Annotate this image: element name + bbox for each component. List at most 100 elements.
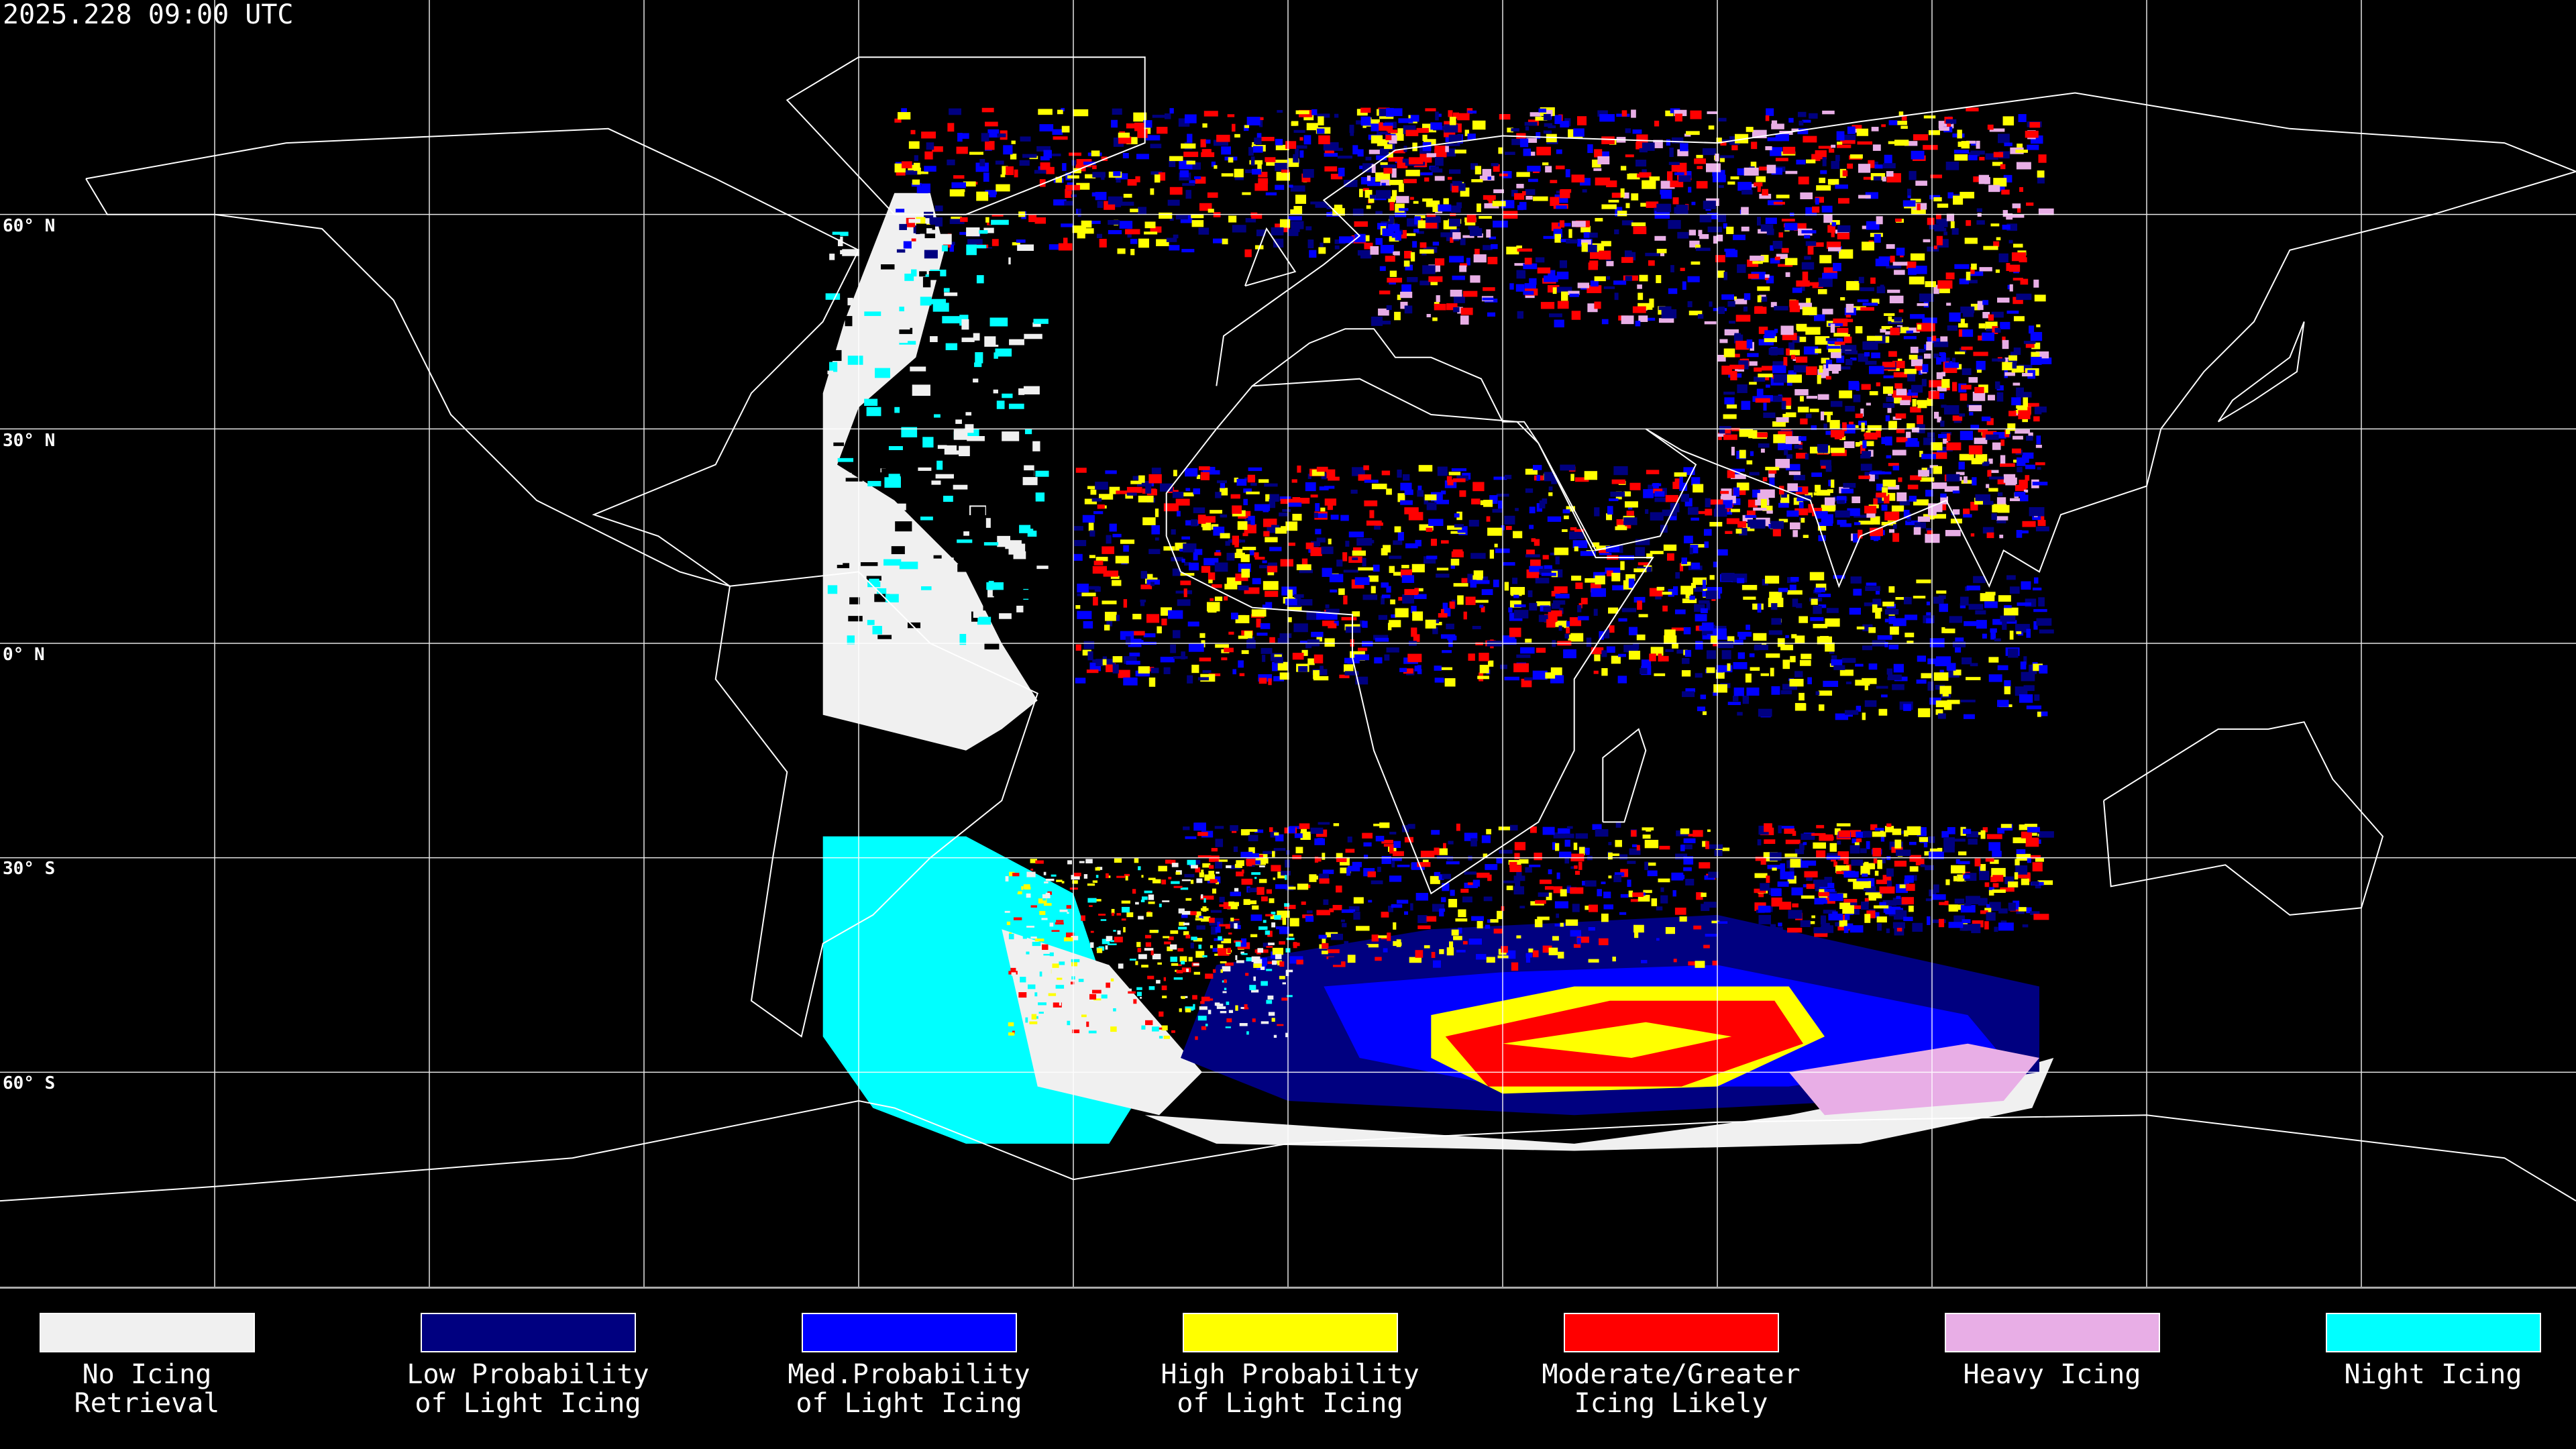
icing-pixel (1637, 174, 1641, 178)
icing-pixel (1487, 256, 1498, 264)
icing-pixel (1008, 933, 1014, 940)
icing-pixel (1638, 315, 1648, 322)
icing-pixel (1982, 431, 1997, 438)
icing-pixel (1966, 585, 1980, 591)
icing-pixel (1345, 626, 1361, 633)
icing-pixel (1181, 914, 1188, 918)
icing-pixel (1946, 433, 1951, 441)
icing-pixel (1013, 551, 1026, 559)
icing-pixel (1105, 945, 1108, 950)
icing-pixel (1716, 665, 1724, 673)
icing-pixel (837, 563, 850, 568)
icing-pixel (1381, 596, 1385, 604)
icing-pixel (1092, 165, 1097, 170)
icing-pixel (988, 387, 995, 395)
icing-pixel (1030, 522, 1041, 529)
icing-pixel (1307, 639, 1320, 647)
icing-pixel (1592, 542, 1600, 547)
icing-pixel (1659, 845, 1670, 850)
icing-pixel (1685, 688, 1695, 692)
icing-pixel (1849, 154, 1863, 159)
icing-pixel (1983, 246, 1998, 250)
icing-pixel (1945, 530, 1961, 537)
icing-pixel (1631, 222, 1646, 227)
icing-pixel (992, 590, 1006, 596)
icing-pixel (1876, 382, 1880, 386)
icing-pixel (1018, 388, 1025, 395)
icing-pixel (1462, 941, 1468, 945)
icing-pixel (1564, 633, 1569, 639)
icing-pixel (1337, 155, 1352, 159)
icing-pixel (1718, 641, 1734, 649)
icing-pixel (1941, 830, 1949, 838)
icing-pixel (1083, 621, 1093, 629)
icing-pixel (1574, 865, 1578, 869)
icing-pixel (1888, 351, 1897, 357)
icing-pixel (1030, 905, 1037, 908)
icing-pixel (1446, 861, 1460, 865)
icing-pixel (1709, 575, 1715, 580)
icing-pixel (1601, 650, 1607, 657)
icing-pixel (1284, 903, 1290, 907)
icing-pixel (1450, 289, 1462, 297)
icing-pixel (1256, 618, 1261, 628)
icing-pixel (1914, 522, 1927, 529)
icing-pixel (1988, 842, 2000, 851)
icing-pixel (1513, 875, 1525, 881)
icing-pixel (1499, 113, 1511, 120)
icing-pixel (924, 233, 936, 239)
icing-pixel (1923, 841, 1928, 848)
icing-pixel (1525, 189, 1536, 195)
icing-pixel (1904, 141, 1918, 146)
icing-pixel (1574, 529, 1585, 532)
icing-pixel (1392, 190, 1397, 199)
icing-pixel (1275, 527, 1287, 534)
icing-pixel (1946, 123, 1951, 129)
icing-pixel (1618, 653, 1627, 657)
icing-pixel (1426, 555, 1438, 559)
icing-pixel (1723, 223, 1727, 229)
icing-pixel (1529, 864, 1541, 867)
icing-pixel (1793, 365, 1808, 373)
icing-pixel (1899, 499, 1911, 506)
icing-pixel (2004, 357, 2011, 366)
icing-pixel (1483, 853, 1488, 858)
icing-pixel (1191, 936, 1197, 941)
icing-pixel (1457, 595, 1464, 605)
icing-pixel (1895, 596, 1909, 600)
icing-pixel (1881, 437, 1889, 444)
icing-pixel (1525, 488, 1534, 493)
icing-pixel (1241, 650, 1249, 654)
icing-pixel (1794, 223, 1807, 231)
icing-pixel (1907, 484, 1919, 490)
icing-pixel (1203, 898, 1206, 903)
icing-pixel (949, 108, 962, 115)
icing-pixel (1958, 861, 1970, 865)
icing-pixel (1864, 914, 1871, 923)
icing-pixel (1356, 538, 1373, 546)
icing-pixel (1559, 260, 1567, 268)
icing-pixel (1935, 700, 1949, 708)
icing-pixel (1502, 639, 1517, 645)
icing-pixel (1545, 166, 1552, 173)
icing-pixel (1681, 557, 1687, 565)
icing-pixel (1769, 592, 1782, 600)
icing-pixel (1528, 948, 1534, 953)
icing-pixel (1265, 602, 1273, 609)
icing-pixel (1144, 890, 1152, 894)
icing-pixel (1418, 465, 1433, 472)
icing-pixel (1585, 880, 1597, 887)
icing-pixel (1273, 1034, 1277, 1038)
icing-pixel (1695, 244, 1701, 249)
icing-pixel (1083, 228, 1094, 234)
icing-pixel (1933, 672, 1949, 681)
icing-pixel (1741, 190, 1753, 195)
icing-pixel (1424, 177, 1430, 182)
icing-pixel (1120, 539, 1135, 544)
icing-pixel (1713, 561, 1718, 568)
icing-pixel (1171, 963, 1179, 966)
icing-pixel (1962, 657, 1972, 665)
icing-pixel (1089, 994, 1097, 1000)
icing-pixel (1208, 572, 1216, 580)
icing-pixel (2011, 397, 2021, 406)
